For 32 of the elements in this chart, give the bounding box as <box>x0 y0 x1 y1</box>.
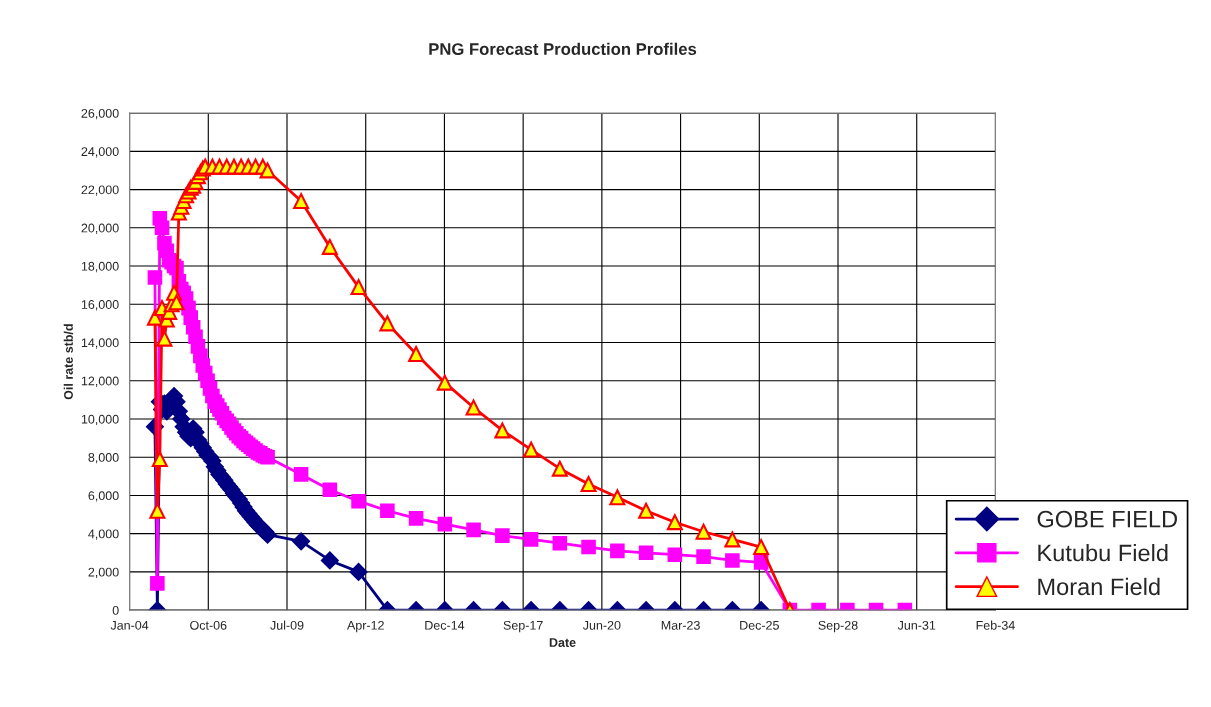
x-tick-label: Feb-34 <box>976 620 1015 630</box>
x-tick-label: Dec-14 <box>425 621 465 630</box>
y-tick-label: 26,000 <box>81 108 119 120</box>
y-tick-label: 2,000 <box>88 567 119 579</box>
x-tick-label: Jun-20 <box>582 620 621 630</box>
y-tick-label: 22,000 <box>81 185 119 196</box>
y-tick-label: 24,000 <box>81 147 119 158</box>
y-tick-label: 4,000 <box>88 529 119 540</box>
x-tick-label: Apr-12 <box>346 620 384 633</box>
y-tick-label: 6,000 <box>88 491 119 502</box>
y-tick-label: 20,000 <box>81 223 119 234</box>
y-tick-label: 12,000 <box>81 376 119 387</box>
y-tick-label: 8,000 <box>88 453 119 464</box>
legend-label: Moran Field <box>1038 577 1160 596</box>
x-tick-label: Sep-28 <box>818 620 858 633</box>
legend-label: GOBE FIELD <box>1037 510 1177 528</box>
x-tick-label: Sep-17 <box>503 620 543 633</box>
y-tick-label: 10,000 <box>81 414 119 426</box>
x-axis-title: Date <box>549 638 576 647</box>
x-tick-label: Jan-04 <box>110 620 149 630</box>
y-tick-label: 0 <box>112 605 119 615</box>
y-tick-label: 16,000 <box>81 300 119 311</box>
x-tick-label: Dec-25 <box>740 620 779 630</box>
y-axis-title: Oil rate stb/d <box>63 324 74 400</box>
x-tick-label: Mar-23 <box>661 620 700 630</box>
legend-label: Kutubu Field <box>1038 543 1168 562</box>
x-tick-label: Jun-31 <box>897 620 936 630</box>
x-tick-label: Oct-06 <box>190 620 227 630</box>
x-tick-label: Jul-09 <box>270 620 304 630</box>
y-tick-label: 18,000 <box>81 261 119 273</box>
chart-title: PNG Forecast Production Profiles <box>429 42 697 55</box>
y-tick-label: 14,000 <box>81 338 119 349</box>
